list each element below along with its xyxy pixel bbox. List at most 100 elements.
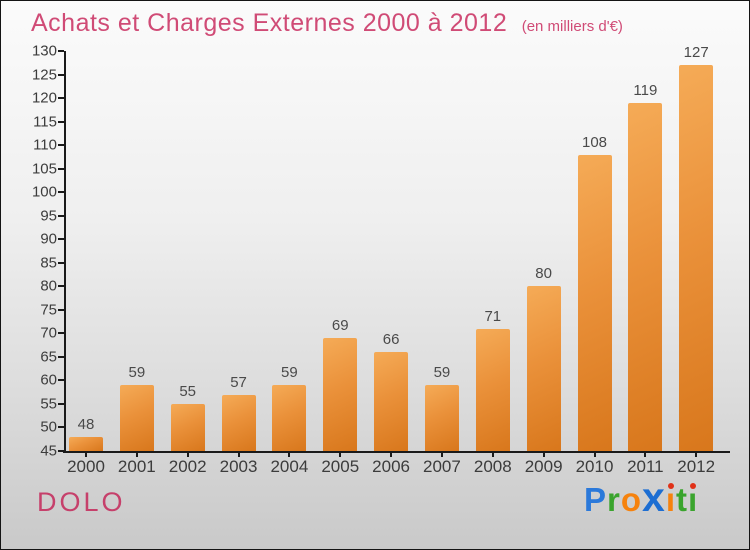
- y-axis-tick-label: 80: [40, 277, 57, 295]
- y-axis-tick-label: 60: [40, 371, 57, 389]
- y-axis-tick: [58, 144, 64, 147]
- x-axis-tick-label: 2009: [524, 457, 563, 476]
- bar-2003: [221, 394, 256, 451]
- x-axis-tick: [85, 453, 87, 457]
- logo-letter-t: t: [676, 481, 689, 518]
- bar-value-label: 66: [382, 331, 400, 349]
- y-axis-tick: [58, 426, 64, 429]
- x-axis-tick-label: 2012: [677, 457, 716, 476]
- y-axis-tick: [58, 97, 64, 100]
- y-axis-tick-label: 125: [31, 66, 57, 84]
- x-axis-tick: [542, 453, 545, 457]
- x-axis-tick-label: 2007: [423, 457, 461, 476]
- y-axis-line: [64, 51, 66, 453]
- y-axis-tick: [58, 73, 64, 76]
- x-axis-tick-label: 2004: [270, 457, 309, 476]
- y-axis-tick-label: 105: [31, 160, 57, 178]
- x-axis-tick: [593, 453, 596, 457]
- y-axis-tick-label: 85: [40, 254, 57, 272]
- y-axis-tick: [58, 191, 64, 194]
- y-axis-tick: [58, 402, 64, 405]
- company-name: DOLO: [37, 487, 126, 517]
- y-axis-tick-label: 45: [40, 442, 57, 460]
- bar-2006: [374, 352, 409, 451]
- y-axis-tick-label: 130: [31, 42, 57, 60]
- y-axis-tick-label: 75: [40, 301, 57, 319]
- x-axis-line: [63, 451, 730, 453]
- y-axis-tick: [58, 120, 64, 123]
- bar-2009: [526, 286, 561, 451]
- y-axis-tick: [58, 167, 64, 170]
- bar-value-label: 127: [683, 44, 709, 62]
- logo-letter-o: o: [620, 481, 643, 518]
- logo-letter-r: r: [607, 481, 621, 518]
- y-axis-tick: [58, 238, 64, 241]
- title-row: Achats et Charges Externes 2000 à 2012 (…: [31, 9, 623, 38]
- y-axis-tick-label: 70: [40, 324, 57, 342]
- y-axis-tick-label: 115: [33, 113, 57, 131]
- y-axis-tick-label: 120: [31, 89, 57, 107]
- chart-subtitle: (en milliers d'€): [521, 18, 623, 35]
- logo-letter-i: ı: [688, 481, 699, 518]
- bar-value-label: 71: [484, 307, 502, 325]
- bar-value-label: 59: [433, 364, 451, 382]
- y-axis-tick-label: 110: [33, 136, 57, 154]
- logo-letter-i: ı: [665, 481, 677, 518]
- x-axis-tick-label: 2011: [627, 457, 664, 476]
- y-axis-tick: [58, 261, 64, 264]
- bar-value-label: 108: [581, 133, 608, 151]
- logo-letter-x: x: [642, 474, 666, 520]
- bar-value-label: 48: [77, 415, 95, 433]
- y-axis-tick: [58, 355, 64, 358]
- x-axis-tick-label: 2003: [219, 457, 258, 476]
- bar-2002: [170, 403, 205, 451]
- x-axis-tick-label: 2000: [67, 457, 105, 476]
- proxiti-logo[interactable]: Proxı tı: [584, 474, 699, 520]
- y-axis-tick: [58, 450, 64, 452]
- bar-value-label: 57: [230, 373, 247, 391]
- y-axis-tick-label: 65: [40, 348, 57, 366]
- logo-letter-dot: [690, 483, 697, 489]
- x-axis-tick: [186, 453, 189, 457]
- x-axis-tick-label: 2010: [575, 457, 614, 476]
- x-axis-tick: [644, 453, 647, 457]
- x-axis-tick: [237, 453, 240, 457]
- y-axis-tick-label: 100: [31, 183, 57, 201]
- bar-value-label: 119: [633, 81, 658, 99]
- y-axis-tick: [58, 308, 64, 311]
- bar-value-label: 69: [331, 317, 349, 335]
- x-axis-tick-label: 2002: [168, 457, 207, 476]
- bar-2004: [272, 385, 307, 451]
- logo-letter-P: P: [584, 481, 608, 518]
- chart-title: Achats et Charges Externes 2000 à 2012: [31, 9, 508, 37]
- x-axis-tick: [491, 453, 494, 457]
- bar-2001: [119, 385, 154, 451]
- bar-2008: [475, 328, 510, 451]
- x-axis-tick-label: 2005: [321, 457, 360, 476]
- bar-value-label: 59: [281, 364, 298, 382]
- bar-2005: [323, 338, 358, 451]
- bar-2000: [69, 436, 103, 451]
- bar-2011: [628, 102, 663, 451]
- bar-value-label: 59: [128, 364, 146, 382]
- x-axis-tick: [390, 453, 393, 457]
- bar-value-label: 80: [535, 265, 552, 283]
- y-axis-tick-label: 50: [40, 418, 57, 436]
- y-axis-tick: [58, 379, 64, 382]
- y-axis-tick-label: 95: [40, 207, 57, 225]
- x-axis-tick-label: 2001: [117, 457, 156, 476]
- bar-2012: [679, 65, 714, 451]
- x-axis-tick: [440, 453, 443, 457]
- bar-2010: [577, 154, 612, 451]
- bar-2007: [424, 385, 459, 451]
- y-axis-tick: [58, 285, 64, 288]
- x-axis-tick: [695, 453, 698, 457]
- x-axis-tick: [288, 453, 291, 457]
- y-axis-tick-label: 55: [40, 395, 57, 413]
- x-axis-tick-label: 2008: [473, 457, 512, 476]
- x-axis-tick: [339, 453, 342, 457]
- y-axis-tick-label: 90: [40, 230, 57, 248]
- y-axis-tick: [58, 50, 64, 52]
- x-axis-tick-label: 2006: [372, 457, 410, 476]
